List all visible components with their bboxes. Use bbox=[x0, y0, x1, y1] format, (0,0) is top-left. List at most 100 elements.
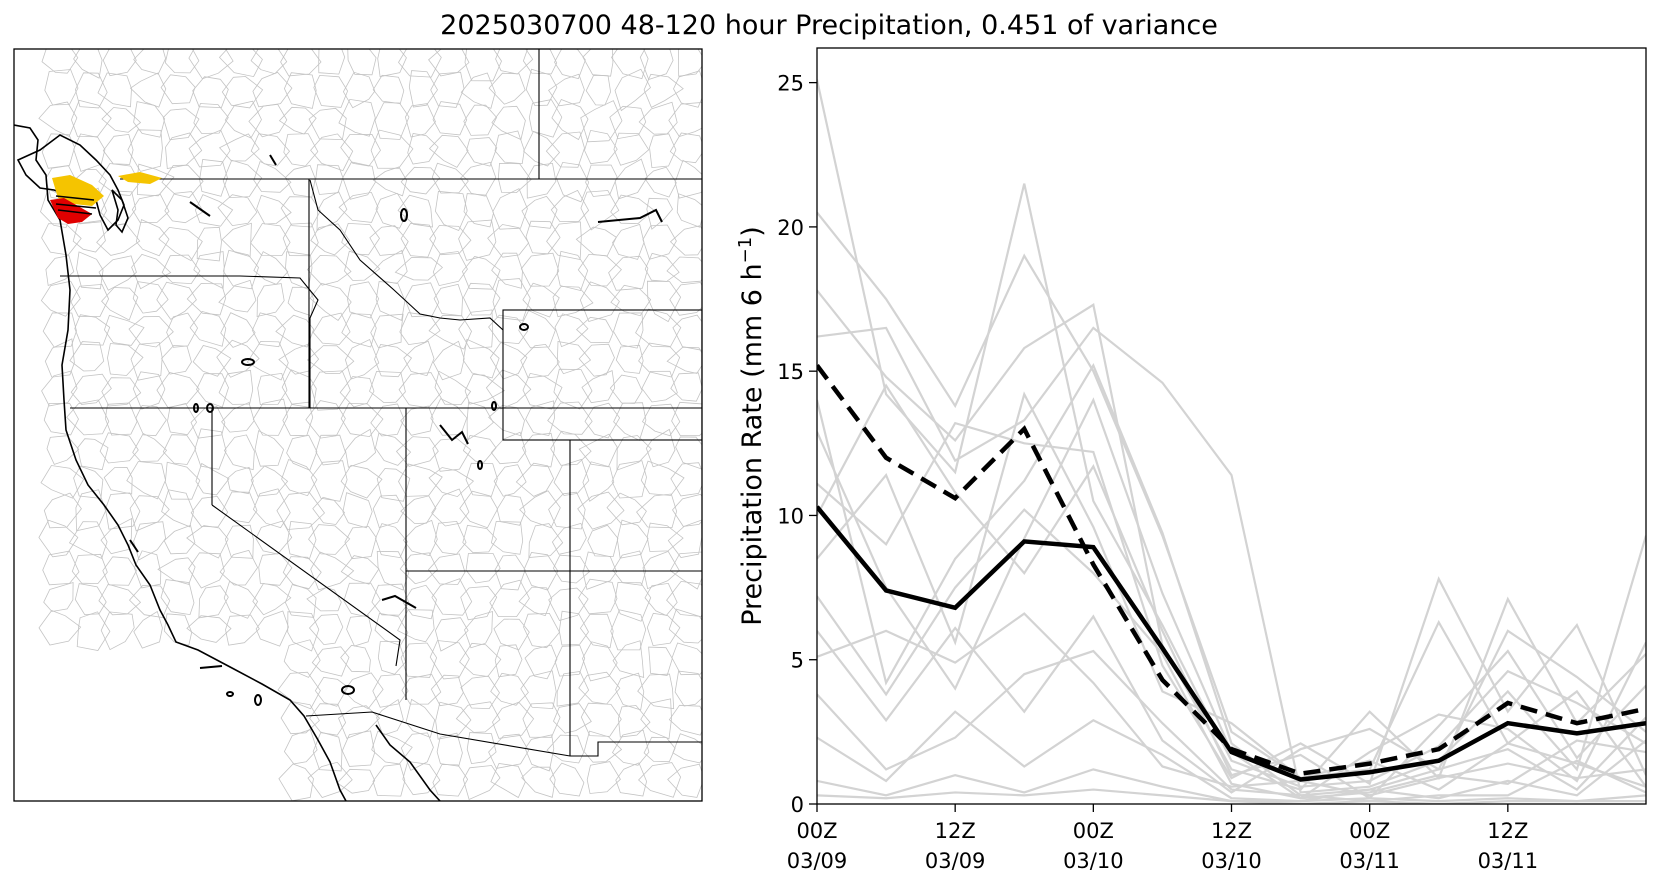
basin-outline bbox=[459, 490, 499, 529]
basin-outline bbox=[347, 281, 380, 319]
basin-outline bbox=[496, 494, 526, 526]
basin-outline bbox=[614, 158, 648, 200]
basin-outline bbox=[581, 370, 616, 404]
basin-outline bbox=[66, 399, 110, 436]
basin-outline bbox=[492, 188, 528, 230]
basin-outline bbox=[374, 102, 410, 140]
basin-outline bbox=[343, 582, 381, 617]
basin-outline bbox=[671, 642, 702, 676]
basin-outline bbox=[338, 191, 379, 223]
y-tick-label: 25 bbox=[777, 72, 804, 96]
basin-outline bbox=[610, 284, 652, 317]
basin-outline bbox=[466, 401, 494, 441]
basin-outline bbox=[464, 373, 506, 405]
basin-outline bbox=[669, 225, 702, 256]
basin-outline bbox=[220, 312, 256, 348]
basin-outline bbox=[41, 49, 79, 74]
mean-solid-line bbox=[817, 505, 1646, 782]
precip-highlight-regions bbox=[50, 172, 162, 224]
basin-outline bbox=[460, 161, 497, 197]
basin-outline bbox=[402, 584, 437, 620]
basin-outline bbox=[310, 133, 354, 172]
basin-outline bbox=[129, 72, 167, 108]
basin-outline bbox=[431, 488, 470, 527]
basin-outline bbox=[312, 731, 343, 772]
basin-outline bbox=[310, 370, 351, 411]
basin-outline bbox=[156, 281, 197, 320]
basin-outline bbox=[285, 251, 313, 290]
basin-outline bbox=[427, 553, 466, 585]
basin-outline bbox=[227, 466, 254, 495]
basin-outline bbox=[455, 701, 501, 733]
basin-outline bbox=[340, 133, 381, 167]
basin-outline bbox=[577, 253, 622, 287]
basin-outline bbox=[584, 402, 621, 439]
basin-outline bbox=[43, 581, 74, 612]
basin-outline bbox=[310, 551, 355, 591]
ensemble-member-line bbox=[817, 211, 1646, 788]
basin-outline bbox=[464, 610, 493, 649]
basin-outline bbox=[428, 314, 472, 350]
basin-outline bbox=[400, 495, 437, 524]
basin-outline bbox=[521, 195, 558, 229]
ensemble-member-line bbox=[817, 391, 1646, 791]
basin-outline bbox=[98, 163, 141, 196]
basin-outline bbox=[670, 372, 702, 402]
basin-outline bbox=[460, 585, 498, 621]
basin-outline bbox=[312, 312, 351, 345]
basin-outline bbox=[674, 670, 702, 707]
basin-outline bbox=[548, 587, 589, 621]
basin-outline bbox=[375, 523, 408, 559]
basin-outline bbox=[376, 468, 411, 502]
basin-outline bbox=[307, 761, 353, 798]
basin-outline bbox=[577, 491, 625, 530]
basin-outline bbox=[615, 672, 645, 711]
basin-outline bbox=[466, 732, 497, 765]
basin-outline bbox=[218, 49, 263, 78]
basin-outline bbox=[580, 702, 622, 737]
basin-outline bbox=[462, 282, 501, 316]
basin-outline bbox=[488, 733, 530, 769]
basin-outline bbox=[555, 161, 590, 203]
basin-outline bbox=[582, 49, 614, 77]
basin-outline bbox=[523, 130, 561, 167]
basin-outline bbox=[306, 345, 355, 374]
basin-outline bbox=[485, 369, 532, 410]
basin-outline bbox=[158, 226, 203, 262]
basin-outline bbox=[615, 762, 648, 797]
basin-outline bbox=[44, 338, 75, 378]
basin-outline bbox=[221, 401, 255, 433]
basin-outline bbox=[548, 73, 585, 107]
basin-outline bbox=[669, 282, 702, 316]
basin-outline bbox=[616, 435, 652, 471]
ensemble-member-line bbox=[817, 421, 1646, 786]
basin-outline bbox=[397, 609, 435, 643]
summary-series bbox=[817, 364, 1646, 782]
ensemble-member-line bbox=[817, 326, 1646, 794]
basin-outline bbox=[69, 341, 105, 372]
basin-outline bbox=[556, 341, 592, 375]
basin-outline bbox=[160, 74, 196, 105]
basin-outline bbox=[369, 370, 406, 404]
basin-outline bbox=[552, 554, 590, 584]
basin-outline bbox=[287, 611, 320, 652]
basin-outline bbox=[522, 702, 561, 738]
basin-outline bbox=[340, 402, 384, 438]
basin-outline bbox=[74, 72, 108, 109]
basin-outline bbox=[132, 281, 169, 314]
basin-outline bbox=[458, 219, 497, 261]
basin-outline bbox=[250, 465, 289, 497]
basin-outline bbox=[637, 673, 675, 710]
basin-outline bbox=[196, 226, 222, 262]
basin-outline bbox=[401, 673, 442, 705]
x-tick-label: 12Z bbox=[1487, 819, 1528, 843]
basin-outline bbox=[576, 316, 614, 343]
basin-outline bbox=[104, 402, 138, 436]
basin-outline bbox=[404, 103, 436, 138]
basin-outline bbox=[518, 309, 556, 349]
basin-outline bbox=[488, 314, 529, 345]
basin-outline bbox=[515, 462, 555, 497]
basin-outline bbox=[41, 133, 76, 169]
basin-outline bbox=[550, 189, 590, 223]
basin-outline bbox=[102, 556, 137, 586]
